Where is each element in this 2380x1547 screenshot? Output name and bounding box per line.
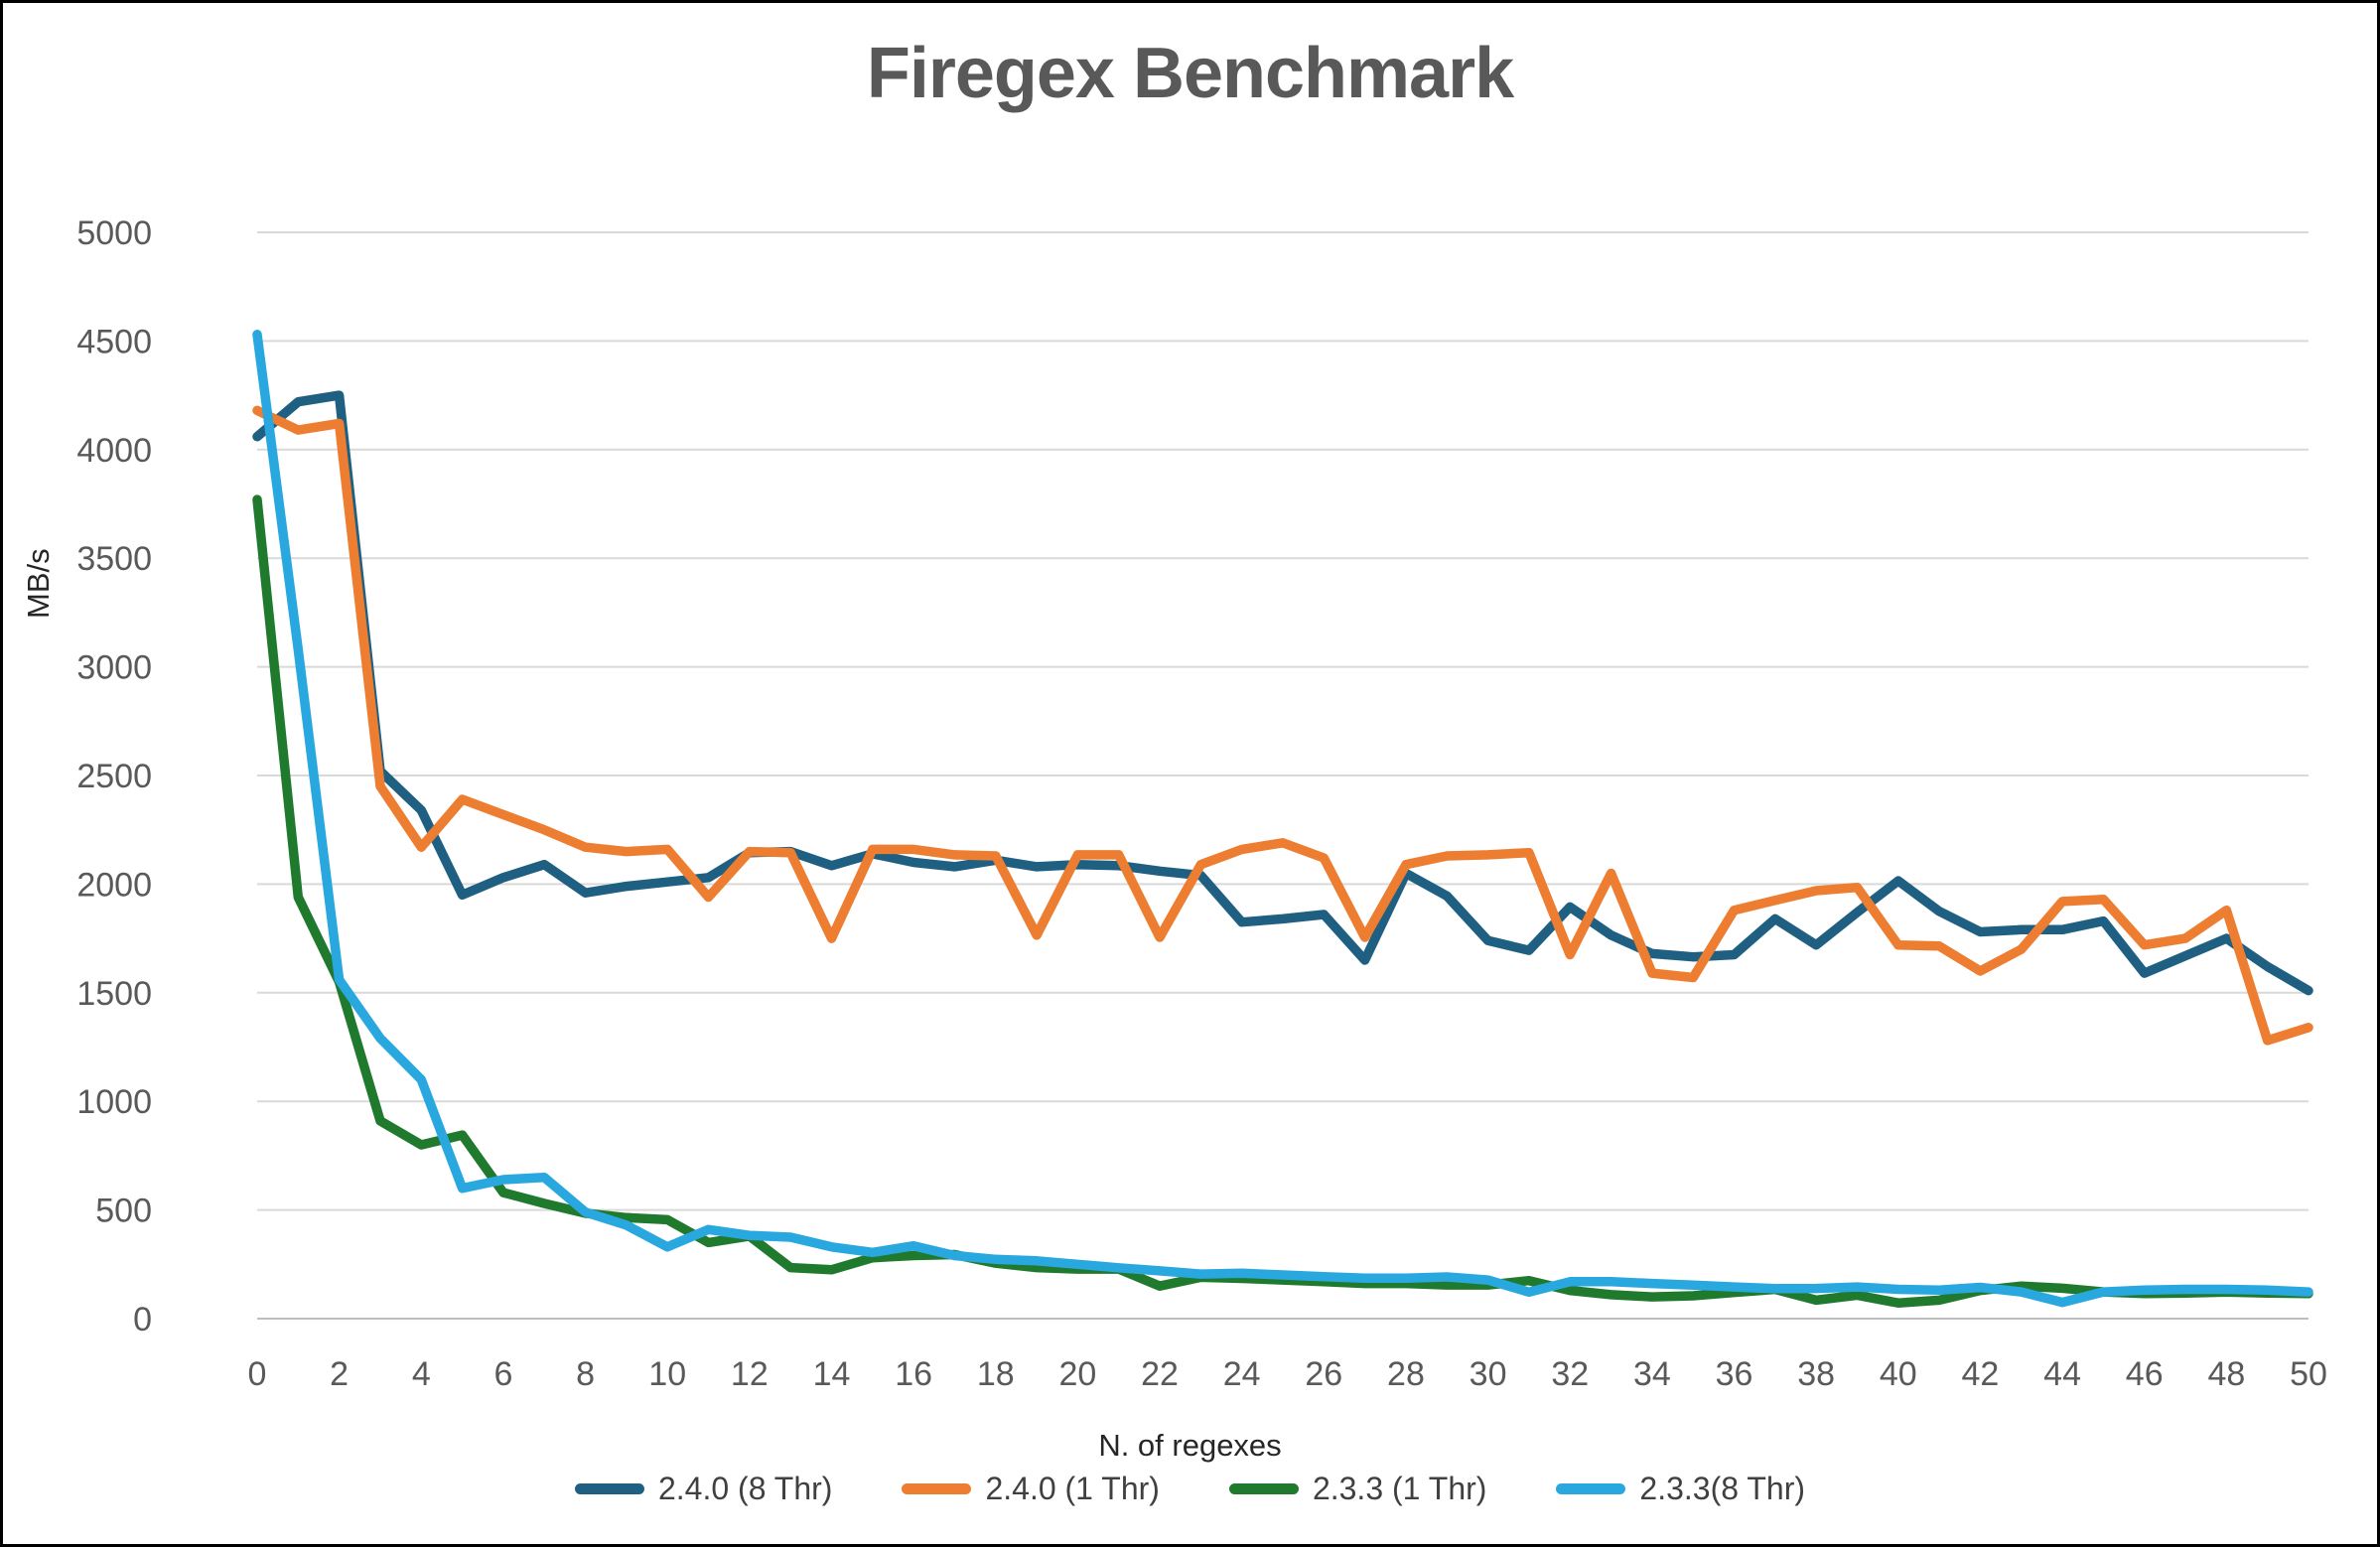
y-tick-label: 4500 [76, 323, 152, 360]
x-tick-label: 16 [895, 1355, 932, 1393]
x-tick-label: 18 [977, 1355, 1015, 1393]
series-line-2-3-3-1-thr- [252, 494, 2313, 1308]
x-tick-label: 24 [1223, 1355, 1261, 1393]
y-tick-label: 2000 [76, 866, 152, 904]
y-tick-label: 2500 [76, 758, 152, 795]
x-tick-label: 30 [1470, 1355, 1507, 1393]
legend-label: 2.3.3 (1 Thr) [1312, 1471, 1487, 1506]
x-tick-label: 22 [1141, 1355, 1179, 1393]
x-tick-label: 2 [330, 1355, 349, 1393]
legend-item: 2.3.3 (1 Thr) [1228, 1471, 1487, 1507]
y-tick-label: 1500 [76, 975, 152, 1013]
legend-label: 2.3.3(8 Thr) [1639, 1471, 1806, 1506]
y-tick-label: 3000 [76, 649, 152, 687]
x-tick-label: 44 [2043, 1355, 2081, 1393]
legend-swatch [574, 1483, 644, 1494]
legend-swatch [1228, 1483, 1299, 1494]
x-tick-label: 40 [1880, 1355, 1917, 1393]
y-tick-label: 0 [133, 1301, 152, 1338]
chart-legend: 2.4.0 (8 Thr) 2.4.0 (1 Thr) 2.3.3 (1 Thr) 2… [3, 1471, 2377, 1507]
legend-label: 2.4.0 (1 Thr) [985, 1471, 1160, 1506]
x-tick-label: 10 [648, 1355, 686, 1393]
chart-title: Firegex Benchmark [866, 34, 1514, 113]
series-line-2-4-0-1-thr- [252, 405, 2313, 1046]
series-line-2-4-0-8-thr- [252, 390, 2313, 996]
x-tick-label: 46 [2126, 1355, 2164, 1393]
x-axis-title: N. of regexes [1098, 1428, 1282, 1463]
x-tick-label: 14 [813, 1355, 851, 1393]
y-axis-title: MB/s [21, 548, 56, 619]
x-tick-label: 48 [2207, 1355, 2245, 1393]
x-tick-label: 34 [1633, 1355, 1671, 1393]
y-tick-label: 4000 [76, 432, 152, 470]
series-line-2-3-3-8-thr- [252, 330, 2313, 1308]
legend-label: 2.4.0 (8 Thr) [657, 1471, 833, 1506]
y-tick-label: 1000 [76, 1083, 152, 1121]
y-tick-label: 5000 [76, 214, 152, 252]
x-tick-label: 6 [493, 1355, 512, 1393]
x-tick-label: 0 [248, 1355, 267, 1393]
x-tick-label: 12 [731, 1355, 769, 1393]
x-tick-label: 38 [1797, 1355, 1835, 1393]
x-tick-label: 28 [1387, 1355, 1425, 1393]
y-tick-label: 500 [95, 1193, 152, 1230]
x-tick-label: 36 [1716, 1355, 1753, 1393]
legend-item: 2.4.0 (8 Thr) [574, 1471, 833, 1507]
x-tick-label: 32 [1551, 1355, 1589, 1393]
x-tick-label: 20 [1058, 1355, 1096, 1393]
x-tick-label: 42 [1962, 1355, 2000, 1393]
line-chart-plot: 0500100015002000250030003500400045005000… [76, 214, 2327, 1393]
x-tick-label: 50 [2290, 1355, 2327, 1393]
legend-swatch [1556, 1483, 1626, 1494]
legend-item: 2.3.3(8 Thr) [1556, 1471, 1805, 1507]
x-tick-label: 4 [412, 1355, 431, 1393]
x-tick-label: 8 [576, 1355, 595, 1393]
x-tick-label: 26 [1305, 1355, 1342, 1393]
legend-swatch [902, 1483, 972, 1494]
y-tick-label: 3500 [76, 540, 152, 578]
legend-item: 2.4.0 (1 Thr) [902, 1471, 1160, 1507]
